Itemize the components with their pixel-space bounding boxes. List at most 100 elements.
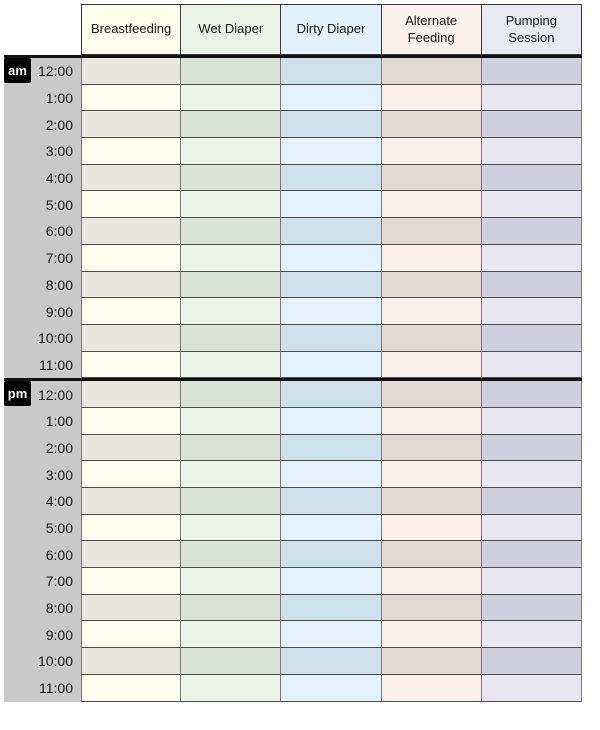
grid-cell[interactable] xyxy=(481,407,582,435)
grid-cell[interactable] xyxy=(281,568,382,595)
grid-cell[interactable] xyxy=(381,298,482,325)
grid-cell[interactable] xyxy=(281,244,382,272)
grid-cell[interactable] xyxy=(281,298,382,325)
grid-cell[interactable] xyxy=(181,298,282,325)
grid-cell[interactable] xyxy=(181,434,282,462)
grid-cell[interactable] xyxy=(281,461,382,488)
grid-cell[interactable] xyxy=(281,218,382,245)
grid-cell[interactable] xyxy=(381,218,482,245)
grid-cell[interactable] xyxy=(381,164,482,192)
grid-cell[interactable] xyxy=(81,111,182,139)
grid-cell[interactable] xyxy=(181,58,282,85)
grid-cell[interactable] xyxy=(481,621,582,649)
grid-cell[interactable] xyxy=(281,674,382,702)
grid-cell[interactable] xyxy=(281,514,382,542)
grid-cell[interactable] xyxy=(481,594,582,622)
grid-cell[interactable] xyxy=(381,488,482,515)
grid-cell[interactable] xyxy=(81,461,182,488)
grid-cell[interactable] xyxy=(81,244,182,272)
grid-cell[interactable] xyxy=(81,648,182,675)
grid-cell[interactable] xyxy=(381,191,482,219)
grid-cell[interactable] xyxy=(481,324,582,352)
grid-cell[interactable] xyxy=(81,407,182,435)
grid-cell[interactable] xyxy=(181,138,282,165)
grid-cell[interactable] xyxy=(281,621,382,649)
grid-cell[interactable] xyxy=(481,218,582,245)
grid-cell[interactable] xyxy=(481,488,582,515)
grid-cell[interactable] xyxy=(81,674,182,702)
grid-cell[interactable] xyxy=(381,461,482,488)
grid-cell[interactable] xyxy=(81,138,182,165)
grid-cell[interactable] xyxy=(181,407,282,435)
grid-cell[interactable] xyxy=(181,568,282,595)
grid-cell[interactable] xyxy=(181,381,282,408)
grid-cell[interactable] xyxy=(481,111,582,139)
grid-cell[interactable] xyxy=(281,138,382,165)
grid-cell[interactable] xyxy=(281,594,382,622)
grid-cell[interactable] xyxy=(81,271,182,299)
grid-cell[interactable] xyxy=(181,488,282,515)
grid-cell[interactable] xyxy=(181,164,282,192)
grid-cell[interactable] xyxy=(281,648,382,675)
grid-cell[interactable] xyxy=(81,218,182,245)
grid-cell[interactable] xyxy=(181,244,282,272)
grid-cell[interactable] xyxy=(381,568,482,595)
grid-cell[interactable] xyxy=(381,514,482,542)
grid-cell[interactable] xyxy=(381,648,482,675)
grid-cell[interactable] xyxy=(281,324,382,352)
grid-cell[interactable] xyxy=(81,164,182,192)
grid-cell[interactable] xyxy=(81,298,182,325)
grid-cell[interactable] xyxy=(81,568,182,595)
grid-cell[interactable] xyxy=(81,58,182,85)
grid-cell[interactable] xyxy=(281,164,382,192)
grid-cell[interactable] xyxy=(381,138,482,165)
grid-cell[interactable] xyxy=(81,84,182,112)
grid-cell[interactable] xyxy=(381,351,482,379)
grid-cell[interactable] xyxy=(81,351,182,379)
grid-cell[interactable] xyxy=(181,674,282,702)
grid-cell[interactable] xyxy=(81,381,182,408)
grid-cell[interactable] xyxy=(381,324,482,352)
grid-cell[interactable] xyxy=(281,541,382,569)
grid-cell[interactable] xyxy=(481,271,582,299)
grid-cell[interactable] xyxy=(181,351,282,379)
grid-cell[interactable] xyxy=(481,648,582,675)
grid-cell[interactable] xyxy=(81,541,182,569)
grid-cell[interactable] xyxy=(281,191,382,219)
grid-cell[interactable] xyxy=(81,594,182,622)
grid-cell[interactable] xyxy=(381,381,482,408)
grid-cell[interactable] xyxy=(181,461,282,488)
grid-cell[interactable] xyxy=(81,621,182,649)
grid-cell[interactable] xyxy=(281,381,382,408)
grid-cell[interactable] xyxy=(281,434,382,462)
grid-cell[interactable] xyxy=(481,674,582,702)
grid-cell[interactable] xyxy=(481,541,582,569)
grid-cell[interactable] xyxy=(481,244,582,272)
grid-cell[interactable] xyxy=(281,58,382,85)
grid-cell[interactable] xyxy=(81,514,182,542)
grid-cell[interactable] xyxy=(481,298,582,325)
grid-cell[interactable] xyxy=(481,84,582,112)
grid-cell[interactable] xyxy=(281,271,382,299)
grid-cell[interactable] xyxy=(181,111,282,139)
grid-cell[interactable] xyxy=(381,541,482,569)
grid-cell[interactable] xyxy=(281,488,382,515)
grid-cell[interactable] xyxy=(81,191,182,219)
grid-cell[interactable] xyxy=(481,461,582,488)
grid-cell[interactable] xyxy=(381,407,482,435)
grid-cell[interactable] xyxy=(181,514,282,542)
grid-cell[interactable] xyxy=(381,244,482,272)
grid-cell[interactable] xyxy=(381,674,482,702)
grid-cell[interactable] xyxy=(181,621,282,649)
grid-cell[interactable] xyxy=(181,324,282,352)
grid-cell[interactable] xyxy=(181,84,282,112)
grid-cell[interactable] xyxy=(181,271,282,299)
grid-cell[interactable] xyxy=(281,111,382,139)
grid-cell[interactable] xyxy=(481,164,582,192)
grid-cell[interactable] xyxy=(281,84,382,112)
grid-cell[interactable] xyxy=(481,191,582,219)
grid-cell[interactable] xyxy=(281,351,382,379)
grid-cell[interactable] xyxy=(381,271,482,299)
grid-cell[interactable] xyxy=(381,434,482,462)
grid-cell[interactable] xyxy=(481,381,582,408)
